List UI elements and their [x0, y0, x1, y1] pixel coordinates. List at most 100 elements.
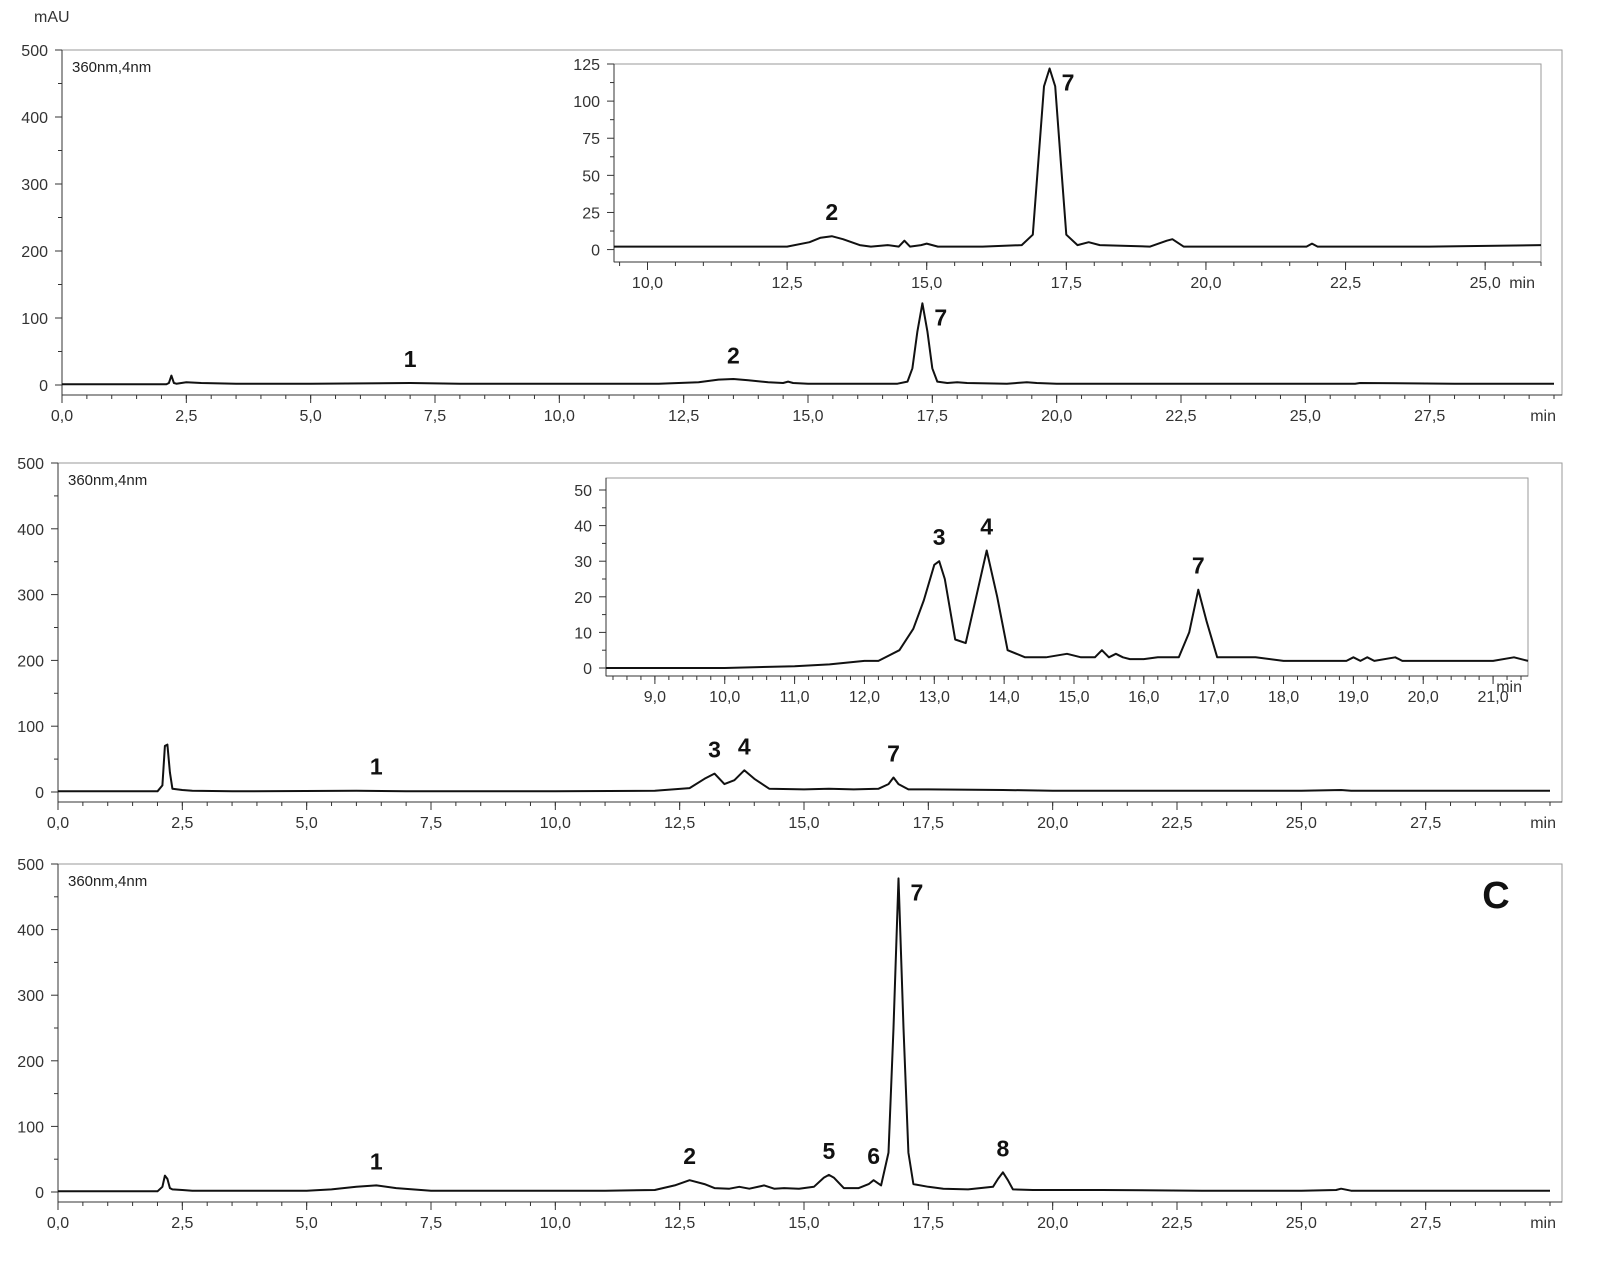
inset-y-tick-label: 50 [574, 483, 592, 500]
x-tick-label: 25,0 [1290, 408, 1321, 425]
inset-x-tick-label: 19,0 [1338, 689, 1369, 706]
y-tick-label: 100 [17, 719, 44, 736]
y-tick-label: 100 [17, 1119, 44, 1136]
y-tick-label: 500 [21, 43, 48, 60]
x-tick-label: 12,5 [664, 815, 695, 832]
chromatogram-trace [62, 302, 1554, 386]
x-tick-label: 5,0 [300, 408, 322, 425]
inset-x-tick-label: 22,5 [1330, 275, 1361, 292]
inset-x-tick-label: 15,0 [911, 275, 942, 292]
peak-label-3: 3 [708, 737, 721, 763]
x-tick-label: 0,0 [47, 1215, 69, 1232]
inset-x-unit-label: min [1509, 275, 1535, 292]
peak-label-7: 7 [934, 304, 947, 330]
inset-x-tick-label: 9,0 [644, 689, 666, 706]
inset-y-tick-label: 75 [582, 131, 600, 148]
y-tick-label: 100 [21, 311, 48, 328]
inset-x-tick-label: 16,0 [1128, 689, 1159, 706]
inset-chart: 10,0 12,5 15,0 17,5 20,0 22,5 25,0 min 0 25 50 75 10… [573, 57, 1542, 292]
y-tick-label: 300 [21, 177, 48, 194]
x-tick-label: 10,0 [540, 815, 571, 832]
inset-x-unit-label: min [1496, 679, 1522, 696]
wavelength-label: 360nm,4nm [72, 59, 151, 76]
x-tick-label: 7,5 [424, 408, 446, 425]
inset-y-tick-label: 25 [582, 205, 600, 222]
x-tick-label: 2,5 [171, 815, 193, 832]
inset-x-tick-label: 10,0 [709, 689, 740, 706]
inset-y-tick-label: 40 [574, 519, 592, 536]
y-tick-label: 400 [21, 110, 48, 127]
x-tick-label: 7,5 [420, 815, 442, 832]
x-tick-label: 12,5 [668, 408, 699, 425]
x-tick-label: 20,0 [1037, 815, 1068, 832]
peak-label-1: 1 [370, 754, 383, 780]
y-tick-label: 0 [39, 378, 48, 395]
inset-peak-label-3: 3 [933, 524, 946, 550]
inset-x-tick-label: 20,0 [1190, 275, 1221, 292]
x-tick-label: 17,5 [913, 1215, 944, 1232]
y-tick-label: 0 [35, 785, 44, 802]
inset-chromatogram-trace [614, 67, 1542, 248]
panel-a: 0,0 2,5 5,0 7,5 10,0 12,5 15,0 17,5 20,0 22,5 25,0… [21, 43, 1563, 425]
y-unit-label: mAU [34, 9, 70, 26]
inset-y-tick-label: 0 [583, 661, 592, 678]
panel-letter: C [1482, 875, 1509, 917]
wavelength-label: 360nm,4nm [68, 472, 147, 489]
peak-label-2: 2 [683, 1143, 696, 1169]
y-tick-label: 400 [17, 522, 44, 539]
y-tick-label: 500 [17, 857, 44, 874]
x-tick-label: 22,5 [1165, 408, 1196, 425]
inset-peak-label-7: 7 [1062, 69, 1075, 95]
inset-x-tick-label: 21,0 [1478, 689, 1509, 706]
x-tick-label: 15,0 [792, 408, 823, 425]
inset-x-tick-label: 25,0 [1470, 275, 1501, 292]
inset-y-tick-label: 125 [573, 57, 600, 74]
inset-chromatogram-trace [606, 549, 1529, 669]
x-tick-label: 25,0 [1286, 815, 1317, 832]
peak-label-8: 8 [997, 1135, 1010, 1161]
x-tick-label: 20,0 [1041, 408, 1072, 425]
chromatogram-trace [58, 877, 1550, 1193]
x-tick-label: 5,0 [296, 815, 318, 832]
inset-x-tick-label: 12,0 [849, 689, 880, 706]
inset-peak-label-4: 4 [980, 514, 993, 540]
inset-x-tick-label: 20,0 [1408, 689, 1439, 706]
peak-label-7: 7 [910, 879, 923, 905]
inset-x-tick-label: 14,0 [989, 689, 1020, 706]
x-tick-label: 10,0 [544, 408, 575, 425]
y-tick-label: 300 [17, 588, 44, 605]
x-tick-label: 0,0 [47, 815, 69, 832]
inset-peak-label-7: 7 [1192, 553, 1205, 579]
inset-y-tick-label: 30 [574, 554, 592, 571]
inset-peak-label-2: 2 [825, 199, 838, 225]
peak-label-1: 1 [404, 346, 417, 372]
x-unit-label: min [1530, 408, 1556, 425]
inset-background [614, 64, 1541, 262]
x-tick-label: 17,5 [917, 408, 948, 425]
inset-x-tick-label: 18,0 [1268, 689, 1299, 706]
inset-x-tick-label: 10,0 [632, 275, 663, 292]
y-tick-label: 300 [17, 988, 44, 1005]
chromatogram-trace [58, 743, 1550, 793]
x-tick-label: 10,0 [540, 1215, 571, 1232]
peak-label-7: 7 [887, 741, 900, 767]
x-tick-label: 27,5 [1410, 815, 1441, 832]
inset-background [606, 478, 1528, 676]
peak-label-1: 1 [370, 1148, 383, 1174]
peak-label-2: 2 [727, 343, 740, 369]
x-tick-label: 0,0 [51, 408, 73, 425]
y-tick-label: 0 [35, 1185, 44, 1202]
x-tick-label: 27,5 [1414, 408, 1445, 425]
inset-y-tick-label: 10 [574, 625, 592, 642]
inset-x-tick-label: 17,0 [1198, 689, 1229, 706]
inset-y-tick-label: 100 [573, 94, 600, 111]
x-tick-label: 2,5 [171, 1215, 193, 1232]
inset-x-tick-label: 13,0 [919, 689, 950, 706]
panel-b: 0,0 2,5 5,0 7,5 10,0 12,5 15,0 17,5 20,0 22,5 25,0… [17, 456, 1563, 832]
inset-chart: 9,0 10,0 11,0 12,0 13,0 14,0 15,0 16,0 17,0 18,0 1… [574, 477, 1529, 706]
peak-label-6: 6 [867, 1143, 880, 1169]
panel-c: 0,0 2,5 5,0 7,5 10,0 12,5 15,0 17,5 20,0 22,5 25,0… [17, 857, 1563, 1232]
x-tick-label: 7,5 [420, 1215, 442, 1232]
x-unit-label: min [1530, 1215, 1556, 1232]
